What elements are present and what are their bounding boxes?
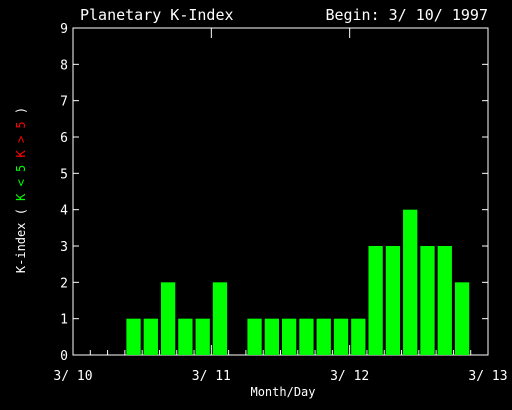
bar-group <box>126 209 470 355</box>
k-index-bar <box>316 318 331 355</box>
y-tick-label: 0 <box>60 349 68 364</box>
x-tick-label: 3/ 10 <box>53 369 92 384</box>
y-label-part: K < 5 <box>14 165 28 208</box>
k-index-bar <box>126 318 141 355</box>
y-tick-label: 3 <box>60 240 68 255</box>
k-index-bar <box>264 318 279 355</box>
k-index-bar <box>437 246 452 355</box>
k-index-bar <box>385 246 401 355</box>
y-tick-label: 8 <box>60 58 68 73</box>
x-axis: 3/ 10 3/ 11 3/ 12 3/ 13 <box>53 28 508 384</box>
k-index-bar <box>420 246 435 355</box>
y-axis: 0 1 2 3 4 5 6 7 8 9 <box>60 22 488 364</box>
y-tick-label: 7 <box>60 95 68 110</box>
x-tick-label: 3/ 11 <box>192 369 231 384</box>
begin-date-label: Begin: 3/ 10/ 1997 <box>325 6 488 24</box>
k-index-bar <box>333 318 349 355</box>
y-tick-label: 9 <box>60 22 68 37</box>
k-index-bar <box>454 282 470 355</box>
y-tick-label: 2 <box>60 276 68 291</box>
k-index-bar <box>351 318 366 355</box>
k-index-bar <box>178 318 193 355</box>
k-index-bar <box>160 282 176 355</box>
k-index-bar <box>143 318 158 355</box>
k-index-bar <box>282 318 297 355</box>
y-tick-label: 6 <box>60 131 68 146</box>
k-index-bar <box>368 246 383 355</box>
k-index-bar <box>403 209 418 355</box>
x-tick-label: 3/ 12 <box>330 369 369 384</box>
y-axis-label: K-index ( K < 5 K > 5 ) <box>14 107 28 273</box>
y-label-part: ) <box>14 107 28 121</box>
y-label-part: K > 5 <box>14 121 28 164</box>
k-index-bar <box>195 318 210 355</box>
y-tick-label: 4 <box>60 204 68 219</box>
x-tick-label: 3/ 13 <box>468 369 507 384</box>
chart-title: Planetary K-Index <box>80 6 234 24</box>
y-tick-label: 1 <box>60 313 68 328</box>
y-label-part: K-index <box>14 223 28 274</box>
y-tick-label: 5 <box>60 167 68 182</box>
k-index-bar <box>299 318 314 355</box>
k-index-bar <box>212 282 228 355</box>
y-label-part: ( <box>14 208 28 222</box>
k-index-bar <box>247 318 262 355</box>
x-axis-label: Month/Day <box>250 385 315 399</box>
